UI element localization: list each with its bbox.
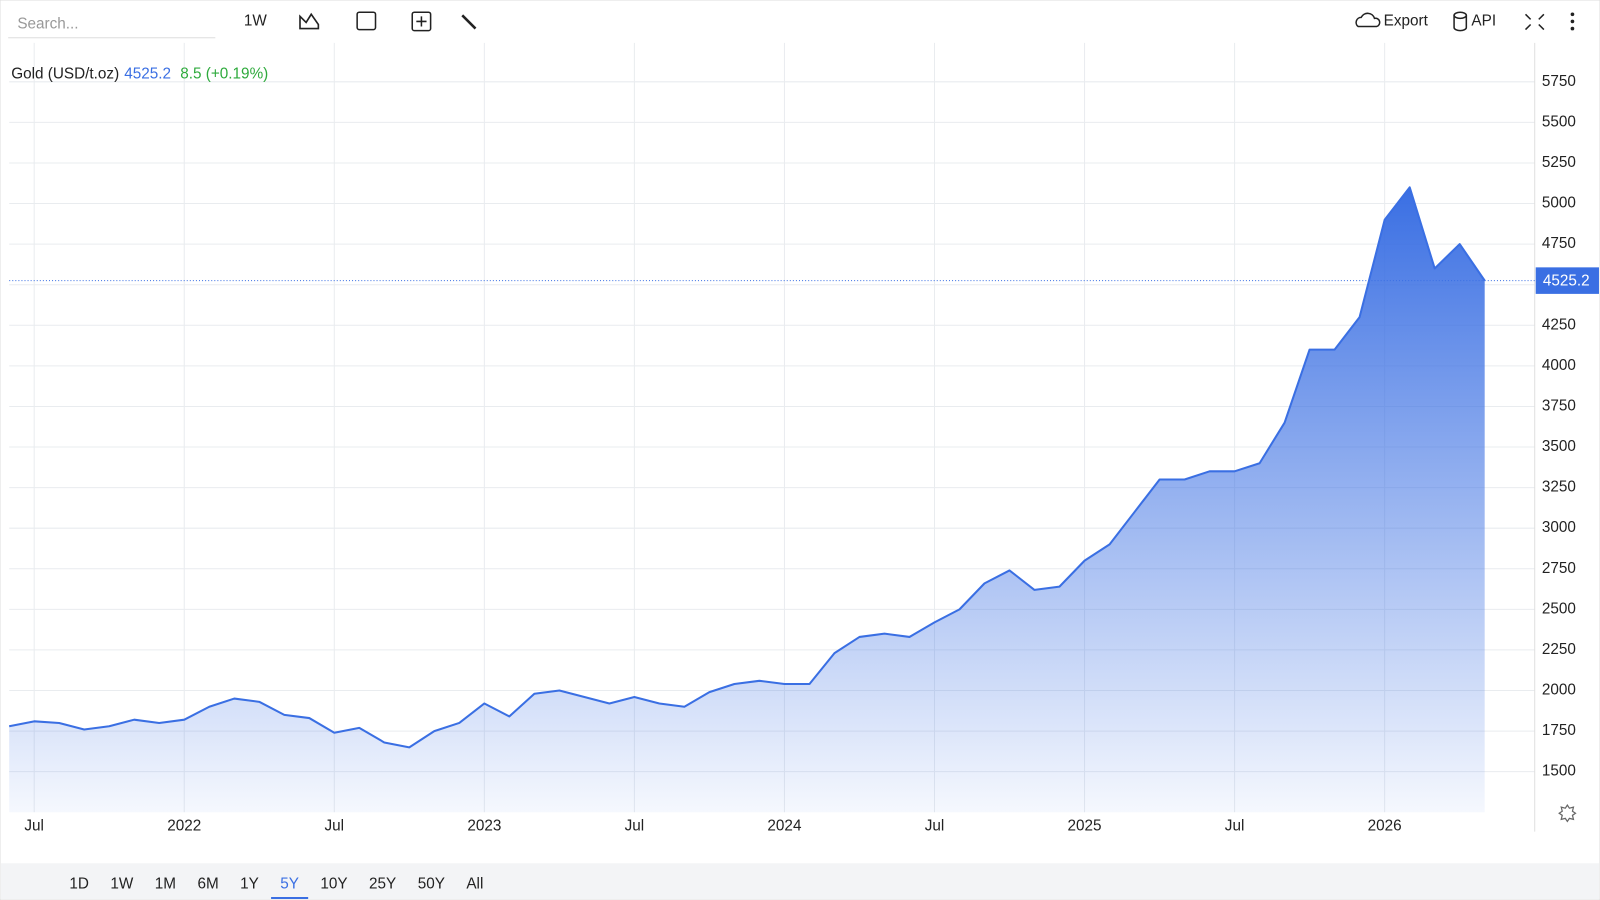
last-price-badge: [1535, 267, 1599, 294]
menu-icon[interactable]: [1570, 12, 1575, 31]
last-price-badge-label: 4525.2: [1543, 273, 1590, 290]
y-tick-label: 3750: [1542, 397, 1576, 414]
x-tick-label: Jul: [1225, 818, 1245, 835]
range-button[interactable]: 50Y: [418, 876, 445, 893]
export-icon[interactable]: [1355, 12, 1381, 28]
range-button[interactable]: 1W: [110, 876, 134, 893]
y-tick-label: 4750: [1542, 235, 1576, 252]
y-tick-label: 3500: [1542, 438, 1576, 455]
api-button[interactable]: API: [1471, 12, 1496, 29]
range-button[interactable]: 1Y: [240, 876, 259, 893]
chart-type-icon[interactable]: [299, 12, 320, 30]
y-tick-label: 1500: [1542, 763, 1576, 780]
compare-plus: [416, 16, 427, 27]
range-button[interactable]: 25Y: [369, 876, 396, 893]
x-tick-label: 2026: [1368, 818, 1402, 835]
range-buttons: 1D 1W 1M 6M 1Y 5Y 10Y 25Y 50Y All: [69, 876, 483, 899]
y-tick-label: 2750: [1542, 560, 1576, 577]
y-tick-label: 5250: [1542, 154, 1576, 171]
y-tick-label: 2250: [1542, 641, 1576, 658]
y-tick-label: 3250: [1542, 479, 1576, 496]
x-tick-label: Jul: [625, 818, 645, 835]
x-tick-label: Jul: [325, 818, 345, 835]
legend: Gold (USD/t.oz): [11, 66, 119, 83]
range-button[interactable]: 10Y: [320, 876, 347, 893]
fullscreen-icon[interactable]: [1524, 13, 1545, 31]
y-tick-label: 5500: [1542, 113, 1576, 130]
calendar-icon[interactable]: [356, 11, 377, 31]
last-price: 4525.2: [124, 66, 171, 83]
price-line: [8, 186, 1486, 749]
price-change: 8.5 (+0.19%): [180, 66, 268, 83]
y-tick-label: 4000: [1542, 357, 1576, 374]
x-tick-label: 2025: [1068, 818, 1102, 835]
x-tick-label: 2024: [767, 818, 802, 835]
settings-icon[interactable]: [1558, 803, 1577, 823]
tools-icon[interactable]: [461, 14, 477, 30]
range-bar: [1, 863, 1599, 899]
y-tick-label: 3000: [1542, 519, 1576, 536]
range-button[interactable]: All: [466, 876, 483, 893]
area-fill: [9, 187, 1485, 813]
y-tick-label: 2500: [1542, 600, 1576, 617]
search-box[interactable]: Search...: [17, 16, 78, 33]
x-tick-label: Jul: [24, 818, 44, 835]
y-tick-label: 2000: [1542, 682, 1576, 699]
y-tick-label: 1750: [1542, 722, 1576, 739]
y-tick-label: 5750: [1542, 73, 1576, 90]
x-tick-label: 2022: [167, 818, 201, 835]
x-tick-label: 2023: [467, 818, 501, 835]
range-button[interactable]: 1D: [69, 876, 89, 893]
toolbar: Search... 1W Export API: [8, 11, 1575, 39]
range-button[interactable]: 6M: [197, 876, 218, 893]
chart-title: Gold (USD/t.oz): [11, 66, 119, 83]
interval-button[interactable]: 1W: [244, 12, 268, 29]
export-button[interactable]: Export: [1384, 12, 1429, 29]
y-tick-label: 4250: [1542, 316, 1576, 333]
range-button[interactable]: 1M: [155, 876, 176, 893]
x-tick-label: Jul: [925, 818, 945, 835]
api-icon-body: [1453, 15, 1468, 32]
compare-icon[interactable]: [411, 11, 432, 32]
y-tick-label: 5000: [1542, 195, 1576, 212]
plot: 1500 1750 2000 2250 2500 2750 3000 3250 3500 3750…: [8, 42, 1599, 835]
range-button[interactable]: 5Y: [280, 876, 299, 893]
